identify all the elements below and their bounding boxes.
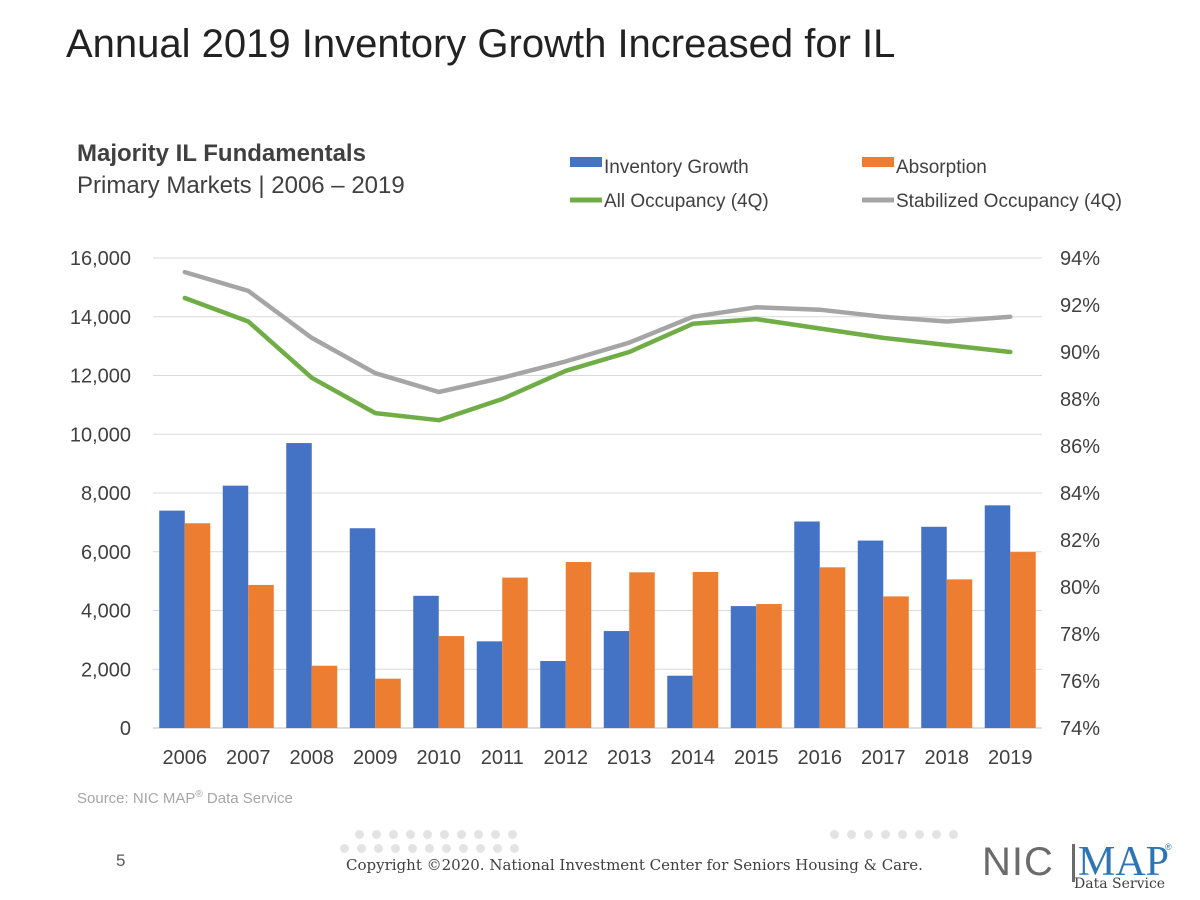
y-left-tick-label: 0 — [120, 718, 131, 740]
y-left-tick-label: 2,000 — [81, 659, 131, 681]
chart-subtitle: Primary Markets | 2006 – 2019 — [77, 172, 405, 199]
y-right-tick-label: 76% — [1060, 671, 1100, 693]
y-right-tick-label: 92% — [1060, 295, 1100, 317]
y-left-tick-label: 10,000 — [70, 424, 131, 446]
slide-title: Annual 2019 Inventory Growth Increased f… — [66, 22, 896, 66]
x-tick-label: 2015 — [734, 747, 779, 769]
x-tick-label: 2014 — [671, 747, 716, 769]
inventory-growth-bar — [222, 485, 249, 728]
x-tick-label: 2007 — [226, 747, 271, 769]
y-left-tick-label: 6,000 — [81, 542, 131, 564]
inventory-growth-bar — [540, 661, 566, 728]
lines-layer — [182, 269, 1013, 423]
source-note: Source: NIC MAP® Data Service — [77, 789, 293, 807]
absorption-bar — [819, 567, 846, 728]
y-left-tick-label: 12,000 — [70, 366, 131, 388]
x-tick-label: 2012 — [544, 747, 589, 769]
legend-swatch — [570, 157, 602, 167]
bars-layer — [159, 443, 1036, 728]
legend-label: Inventory Growth — [604, 157, 749, 178]
y-right-tick-label: 82% — [1060, 530, 1100, 552]
absorption-bar — [883, 596, 909, 728]
x-tick-label: 2019 — [988, 747, 1033, 769]
y-right-tick-label: 80% — [1060, 577, 1100, 599]
logo-registered-mark: ® — [1165, 842, 1172, 852]
x-tick-label: 2006 — [163, 747, 208, 769]
legend-label: All Occupancy (4Q) — [604, 191, 769, 212]
x-tick-label: 2008 — [290, 747, 335, 769]
x-tick-label: 2010 — [417, 747, 462, 769]
y-left-tick-label: 4,000 — [81, 601, 131, 623]
inventory-growth-bar — [603, 631, 630, 728]
inventory-growth-bar — [730, 606, 757, 728]
source-suffix: Data Service — [202, 790, 293, 807]
absorption-bar — [248, 584, 274, 728]
copyright-text: Copyright ©2020. National Investment Cen… — [346, 856, 923, 874]
legend-label: Stabilized Occupancy (4Q) — [896, 191, 1122, 212]
absorption-bar — [1010, 552, 1036, 728]
logo-nic-text: NIC — [982, 840, 1054, 884]
y-right-tick-label: 88% — [1060, 389, 1100, 411]
y-left-tick-label: 16,000 — [70, 248, 131, 270]
inventory-growth-bar — [921, 526, 947, 728]
page-number: 5 — [116, 851, 126, 870]
x-tick-label: 2009 — [353, 747, 398, 769]
y-right-tick-label: 90% — [1060, 342, 1100, 364]
decorative-dots-bottom — [340, 840, 527, 854]
x-tick-label: 2011 — [481, 747, 524, 769]
x-tick-label: 2018 — [925, 747, 970, 769]
logo-subtitle: Data Service — [1074, 876, 1166, 892]
all-occupancy-line — [182, 295, 1013, 423]
y-right-tick-label: 74% — [1060, 718, 1100, 740]
legend-label: Absorption — [896, 157, 987, 178]
y-right-tick-label: 94% — [1060, 248, 1100, 270]
y-left-tick-label: 14,000 — [70, 307, 131, 329]
absorption-bar — [502, 577, 528, 728]
absorption-bar — [629, 572, 655, 728]
source-reg: ® — [195, 789, 203, 800]
y-left-tick-label: 8,000 — [81, 483, 131, 505]
inventory-growth-bar — [794, 521, 820, 728]
x-tick-label: 2013 — [607, 747, 652, 769]
legend: Inventory Growth Absorption All Occupancy … — [570, 157, 1122, 212]
axis-layer: 0 2,000 4,000 6,000 8,000 10,000 12,000 14,000 1… — [70, 248, 1100, 769]
inventory-growth-bar — [857, 540, 884, 728]
logo-divider — [1072, 844, 1075, 882]
combo-chart: 0 2,000 4,000 6,000 8,000 10,000 12,000 14,000 1… — [70, 157, 1122, 769]
absorption-bar — [692, 572, 719, 728]
logo-map-text: MAP — [1078, 839, 1170, 885]
legend-swatch — [862, 157, 894, 167]
chart-title: Majority IL Fundamentals — [77, 140, 366, 167]
absorption-bar — [184, 523, 211, 728]
x-tick-label: 2017 — [861, 747, 906, 769]
decorative-dots-top — [355, 826, 525, 840]
absorption-bar — [375, 678, 401, 728]
inventory-growth-bar — [667, 675, 693, 728]
inventory-growth-bar — [286, 443, 312, 728]
source-prefix: Source: NIC MAP — [77, 790, 196, 807]
y-right-tick-label: 86% — [1060, 436, 1100, 458]
absorption-bar — [311, 665, 338, 728]
inventory-growth-bar — [984, 505, 1011, 728]
inventory-growth-bar — [476, 641, 503, 728]
x-tick-label: 2016 — [798, 747, 843, 769]
y-right-tick-label: 78% — [1060, 624, 1100, 646]
absorption-bar — [438, 636, 465, 728]
absorption-bar — [565, 562, 592, 728]
absorption-bar — [756, 604, 782, 728]
nic-map-logo: NIC MAP ® Data Service — [982, 838, 1182, 898]
y-right-tick-label: 84% — [1060, 483, 1100, 505]
decorative-dots-right — [830, 826, 966, 840]
absorption-bar — [946, 579, 973, 728]
stabilized-occupancy-line — [182, 269, 1013, 395]
inventory-growth-bar — [159, 510, 185, 728]
inventory-growth-bar — [349, 528, 376, 728]
inventory-growth-bar — [413, 595, 439, 728]
